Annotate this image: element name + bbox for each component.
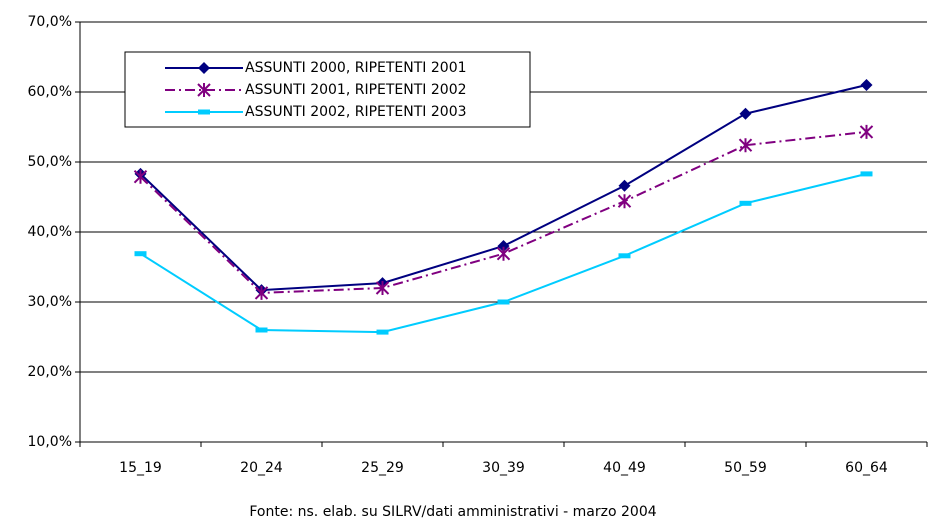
marker [617,194,632,209]
y-tick-label: 70,0% [28,14,72,30]
marker [739,200,752,206]
x-tick-label: 20_24 [240,460,283,476]
legend-marker [198,62,210,74]
marker [376,329,389,335]
marker [496,246,511,261]
marker [860,79,873,91]
legend-label: ASSUNTI 2000, RIPETENTI 2001 [245,60,467,76]
marker [497,240,510,252]
marker [375,281,390,295]
y-tick-label: 20,0% [28,364,72,380]
legend-marker [198,109,210,115]
marker [255,327,268,333]
x-tick-label: 25_29 [361,460,404,476]
marker [497,299,510,305]
x-tick-label: 50_59 [724,460,767,476]
y-tick-label: 60,0% [28,84,72,100]
y-tick-label: 50,0% [28,154,72,170]
marker [859,124,874,139]
marker [739,107,752,120]
x-tick-label: 60_64 [845,460,888,476]
legend-marker [197,83,211,97]
legend-label: ASSUNTI 2001, RIPETENTI 2002 [245,82,467,98]
y-tick-label: 30,0% [28,294,72,310]
marker [133,169,148,184]
y-tick-label: 10,0% [28,434,72,450]
x-tick-label: 15_19 [119,460,162,476]
y-tick-label: 40,0% [28,224,72,240]
marker [134,251,147,257]
marker [860,171,873,177]
legend-label: ASSUNTI 2002, RIPETENTI 2003 [245,104,467,120]
x-tick-label: 40_49 [603,460,646,476]
marker [254,285,269,300]
x-tick-label: 30_39 [482,460,525,476]
marker [618,253,631,259]
marker [618,179,631,192]
source-note: Fonte: ns. elab. su SILRV/dati amministr… [249,504,656,520]
marker [738,138,753,153]
series-line [139,130,867,294]
